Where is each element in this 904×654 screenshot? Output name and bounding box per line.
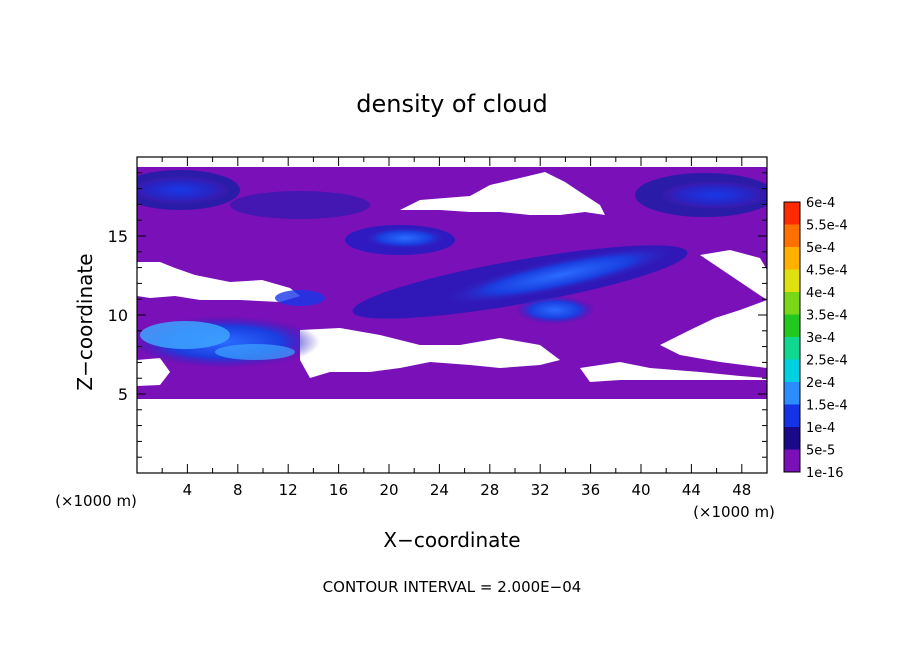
clear-gap-lower-left (137, 358, 170, 386)
colorbar-label: 3e-4 (806, 331, 835, 346)
clear-gap-left (137, 262, 300, 302)
colorbar-label: 4e-4 (806, 286, 835, 301)
x-tick-label: 48 (732, 481, 751, 499)
x-tick-label: 20 (379, 481, 398, 499)
light-blue-core-left (140, 321, 230, 349)
blue-core-mid (363, 227, 447, 249)
chart-title: density of cloud (356, 90, 547, 118)
clear-gap-right (660, 250, 767, 368)
blue-core-top-right (660, 181, 767, 209)
colorbar-label: 5e-5 (806, 444, 835, 459)
colorbar-band (784, 269, 800, 292)
blue-core-band-low (515, 296, 595, 324)
x-unit-right: (×1000 m) (693, 503, 775, 521)
clear-gap-lower-right (580, 362, 767, 382)
x-tick-label: 4 (183, 481, 193, 499)
colorbar-label: 1.5e-4 (806, 399, 848, 414)
clear-gap-mid-low (300, 328, 560, 378)
colorbar: 1e-16 5e-5 1e-4 1.5e-4 2e-4 2.5e-4 3e-4 3.5e-4 4… (783, 196, 848, 481)
colorbar-label: 1e-4 (806, 421, 835, 436)
colorbar-band (784, 359, 800, 382)
x-tick-label: 40 (631, 481, 650, 499)
x-axis: 4 8 12 16 20 24 28 32 36 40 44 48 (161, 157, 751, 499)
clear-gap-upper (400, 172, 605, 215)
colorbar-label: 3.5e-4 (806, 309, 848, 324)
x-tick-label: 16 (329, 481, 348, 499)
colorbar-band (784, 382, 800, 405)
x-tick-label: 24 (430, 481, 449, 499)
colorbar-band (784, 247, 800, 270)
colorbar-label: 2.5e-4 (806, 354, 848, 369)
colorbar-band (784, 337, 800, 360)
y-axis-label: Z−coordinate (73, 253, 97, 390)
contour-field (137, 167, 767, 399)
blue-core-band (442, 245, 678, 305)
blue-core-top-left (137, 176, 230, 204)
blue-core-band-left (275, 290, 325, 306)
colorbar-label: 4.5e-4 (806, 264, 848, 279)
x-tick-label: 28 (480, 481, 499, 499)
y-tick-label: 10 (108, 306, 128, 325)
colorbar-band (784, 314, 800, 337)
y-tick-label: 5 (118, 385, 128, 404)
colorbar-band (784, 292, 800, 315)
colorbar-label: 5e-4 (806, 241, 835, 256)
colorbar-band (784, 427, 800, 450)
dark-region-top-mid (230, 191, 370, 219)
x-tick-label: 36 (581, 481, 600, 499)
x-tick-label: 32 (531, 481, 550, 499)
light-blue-core-left-b (215, 344, 295, 360)
colorbar-label: 6e-4 (806, 196, 835, 211)
colorbar-band (784, 202, 800, 225)
colorbar-band (784, 404, 800, 427)
y-tick-label: 15 (108, 227, 128, 246)
x-tick-label: 8 (233, 481, 243, 499)
contour-interval-note: CONTOUR INTERVAL = 2.000E−04 (323, 578, 582, 596)
x-axis-label: X−coordinate (383, 528, 520, 552)
colorbar-label: 1e-16 (806, 466, 844, 481)
colorbar-label: 5.5e-4 (806, 219, 848, 234)
colorbar-frame (783, 201, 801, 473)
colorbar-band (784, 224, 800, 247)
x-unit-left: (×1000 m) (55, 492, 137, 510)
colorbar-label: 2e-4 (806, 376, 835, 391)
colorbar-band-base (784, 449, 800, 472)
y-axis: 5 10 15 (108, 172, 767, 458)
x-tick-label: 44 (682, 481, 701, 499)
x-tick-label: 12 (279, 481, 298, 499)
